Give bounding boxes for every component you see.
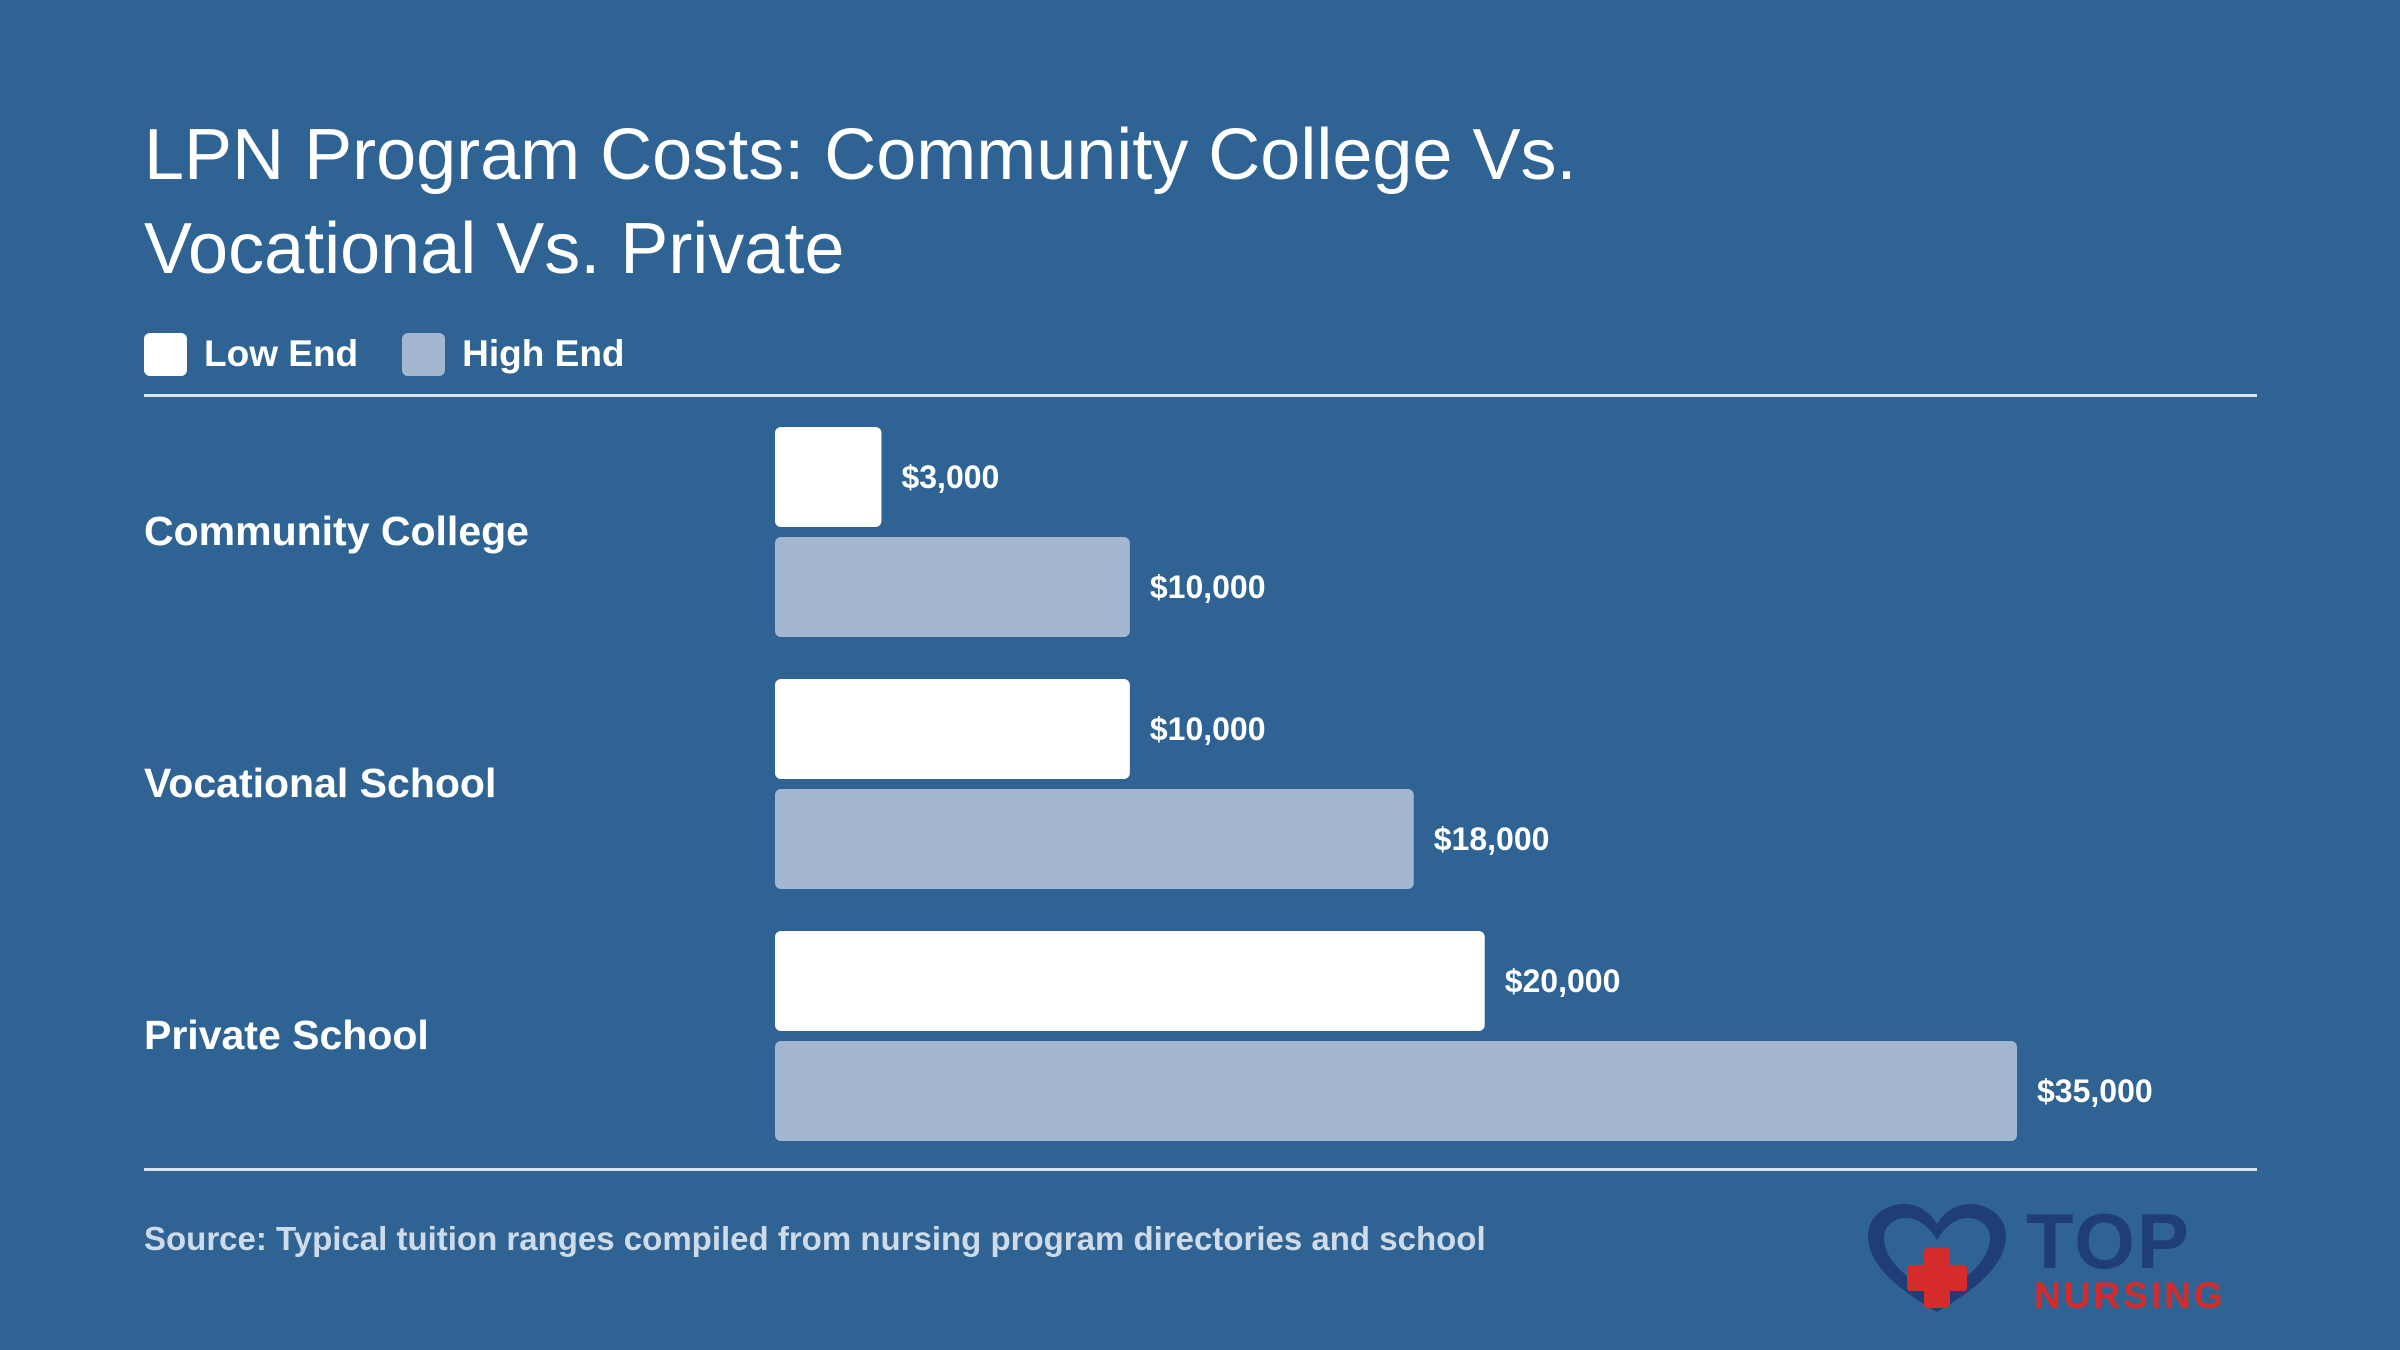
- value-label: $20,000: [1505, 963, 1621, 999]
- logo-wordmark: TOP: [2026, 1197, 2191, 1285]
- legend-label-low-end: Low End: [204, 333, 359, 374]
- bar-high-end: [775, 1041, 2017, 1141]
- legend-swatch-high-end: [402, 332, 446, 376]
- value-label: $3,000: [901, 459, 999, 495]
- value-label: $35,000: [2037, 1073, 2153, 1109]
- value-label: $10,000: [1150, 569, 1266, 605]
- top-nursing-logo: TOP NURSING: [1862, 1200, 2262, 1320]
- legend-item-low-end: Low End: [144, 332, 359, 376]
- logo-subtitle: NURSING: [2034, 1275, 2226, 1316]
- legend: Low End High End: [144, 330, 669, 378]
- top-divider: [144, 394, 2257, 397]
- legend-swatch-low-end: [144, 332, 187, 376]
- bottom-divider: [144, 1168, 2257, 1171]
- category-label: Private School: [144, 1012, 429, 1058]
- legend-label-high-end: High End: [462, 333, 625, 374]
- chart-title: LPN Program Costs: Community College Vs.…: [144, 115, 1577, 289]
- bar-high-end: [775, 537, 1130, 637]
- source-note: Source: Typical tuition ranges compiled …: [144, 1220, 1486, 1257]
- bar-high-end: [775, 789, 1414, 889]
- bar-low-end: [775, 679, 1130, 779]
- bar-low-end: [775, 427, 882, 527]
- bar-low-end: [775, 931, 1485, 1031]
- value-label: $18,000: [1434, 821, 1550, 857]
- category-label: Community College: [144, 508, 529, 554]
- heart-cross-icon: [1868, 1204, 2006, 1312]
- category-label: Vocational School: [144, 760, 496, 806]
- value-label: $10,000: [1150, 711, 1266, 747]
- legend-item-high-end: High End: [402, 332, 625, 376]
